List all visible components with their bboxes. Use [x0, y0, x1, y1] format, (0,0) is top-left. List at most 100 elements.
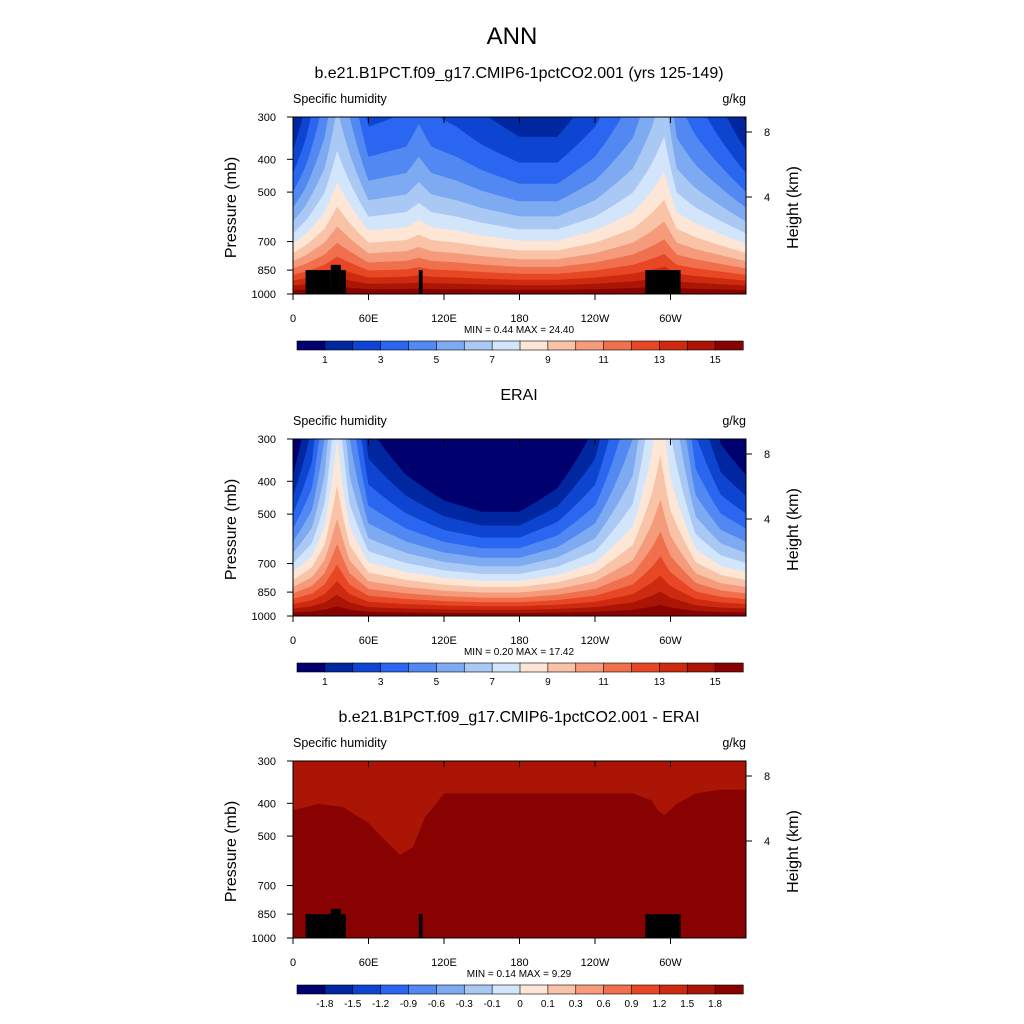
band-15: [293, 605, 746, 616]
colorbar-label: 15: [710, 355, 722, 366]
colorbar-swatch: [324, 340, 354, 351]
units-label: g/kg: [722, 736, 746, 750]
y-tick-label: 1000: [252, 289, 276, 301]
y-tick-label: 400: [258, 154, 276, 166]
colorbar-swatch: [352, 340, 382, 351]
colorbar-label: 9: [545, 355, 551, 366]
colorbar-swatch: [631, 662, 660, 673]
y-tick-label: 500: [258, 831, 276, 843]
variable-label: Specific humidity: [293, 414, 388, 428]
colorbar-swatch: [380, 662, 410, 673]
topography-mask-3: [418, 270, 423, 294]
y-axis-title: Pressure (mb): [223, 157, 240, 258]
height-tick-label: 8: [764, 127, 770, 139]
x-tick-label: 0: [290, 957, 296, 969]
colorbar-label: 1.8: [708, 999, 722, 1010]
x-tick-label: 60E: [359, 313, 379, 325]
y-axis-title: Pressure (mb): [223, 479, 240, 580]
colorbar-swatch: [714, 984, 744, 995]
x-tick-label: 60W: [659, 313, 682, 325]
colorbar-swatch: [296, 984, 326, 995]
colorbar-label: 1.2: [652, 999, 666, 1010]
colorbar: -1.8 -1.5 -1.2 -0.9 -0.6 -0.3 -0.1 0 0.1 0.3 0.6 0.…: [296, 984, 744, 1010]
colorbar-swatch: [631, 340, 660, 351]
panel-title: b.e21.B1PCT.f09_g17.CMIP6-1pctCO2.001 (y…: [314, 65, 723, 82]
contour-field: [293, 439, 746, 616]
y-axis-title-right: Height (km): [785, 166, 802, 249]
colorbar-swatch: [463, 662, 493, 673]
colorbar-swatch: [575, 984, 605, 995]
colorbar-label: 0: [517, 999, 523, 1010]
x-tick-label: 60E: [359, 635, 379, 647]
colorbar-label: 3: [378, 355, 384, 366]
colorbar-swatch: [686, 662, 716, 673]
y-tick-label: 500: [258, 509, 276, 521]
topography-mask-3: [418, 914, 423, 938]
colorbar: 1 3 5 7 9 11 13 15: [296, 662, 744, 688]
topography-mask-2: [340, 914, 346, 938]
colorbar-swatch: [547, 340, 577, 351]
colorbar-swatch: [603, 662, 633, 673]
height-tick-label: 4: [764, 836, 770, 848]
colorbar-swatch: [491, 984, 521, 995]
colorbar-swatch: [686, 340, 716, 351]
topography-mask-2: [340, 270, 346, 294]
colorbar-label: 9: [545, 677, 551, 688]
x-tick-label: 60E: [359, 957, 379, 969]
colorbar-label: 7: [489, 355, 495, 366]
colorbar-swatch: [491, 662, 521, 673]
y-axis-title-right: Height (km): [785, 810, 802, 893]
y-tick-label: 1000: [252, 933, 276, 945]
colorbar-swatch: [575, 662, 605, 673]
y-tick-label: 700: [258, 237, 276, 249]
colorbar-label: 3: [378, 677, 384, 688]
y-tick-label: 300: [258, 756, 276, 768]
colorbar-swatch: [631, 984, 660, 995]
panel-title: b.e21.B1PCT.f09_g17.CMIP6-1pctCO2.001 - …: [338, 709, 699, 726]
colorbar-swatch: [296, 340, 326, 351]
colorbar-swatch: [603, 984, 633, 995]
colorbar-swatch: [463, 340, 493, 351]
panels: b.e21.B1PCT.f09_g17.CMIP6-1pctCO2.001 (y…: [223, 65, 802, 1010]
colorbar-label: 1: [322, 677, 328, 688]
x-tick-label: 120W: [581, 635, 610, 647]
colorbar-swatch: [659, 662, 688, 673]
colorbar-swatch: [659, 340, 688, 351]
min-max-stats: MIN = 0.14 MAX = 9.29: [467, 969, 572, 980]
colorbar-swatch: [352, 984, 382, 995]
topography-mask-4: [645, 914, 681, 938]
colorbar-label: 13: [654, 355, 666, 366]
colorbar-swatch: [519, 340, 549, 351]
y-axis-title: Pressure (mb): [223, 801, 240, 902]
height-tick-label: 4: [764, 514, 770, 526]
colorbar-label: 11: [598, 677, 609, 688]
diff-band-0: [293, 761, 746, 855]
panel-title: ERAI: [500, 387, 537, 404]
panel-3: b.e21.B1PCT.f09_g17.CMIP6-1pctCO2.001 - …: [223, 709, 802, 1010]
colorbar-label: 1.5: [680, 999, 694, 1010]
colorbar-swatch: [380, 340, 410, 351]
x-tick-label: 120E: [431, 313, 457, 325]
colorbar-swatch: [547, 662, 577, 673]
topography-mask-0: [305, 914, 331, 938]
height-tick-label: 8: [764, 449, 770, 461]
colorbar-swatch: [436, 984, 465, 995]
x-tick-label: 120W: [581, 313, 610, 325]
units-label: g/kg: [722, 414, 746, 428]
figure-title: ANN: [487, 23, 538, 50]
colorbar-label: 11: [598, 355, 609, 366]
colorbar-swatch: [603, 340, 633, 351]
y-tick-label: 850: [258, 909, 276, 921]
colorbar-swatch: [408, 340, 437, 351]
x-tick-label: 60W: [659, 635, 682, 647]
topography-mask-4: [645, 270, 681, 294]
colorbar-label: 13: [654, 677, 666, 688]
topography-mask-1: [330, 264, 341, 294]
colorbar-label: -0.1: [484, 999, 502, 1010]
colorbar-swatch: [352, 662, 382, 673]
x-tick-label: 180: [510, 635, 528, 647]
colorbar-swatch: [519, 984, 549, 995]
colorbar-label: 1: [322, 355, 328, 366]
colorbar-swatch: [519, 662, 549, 673]
y-tick-label: 500: [258, 187, 276, 199]
